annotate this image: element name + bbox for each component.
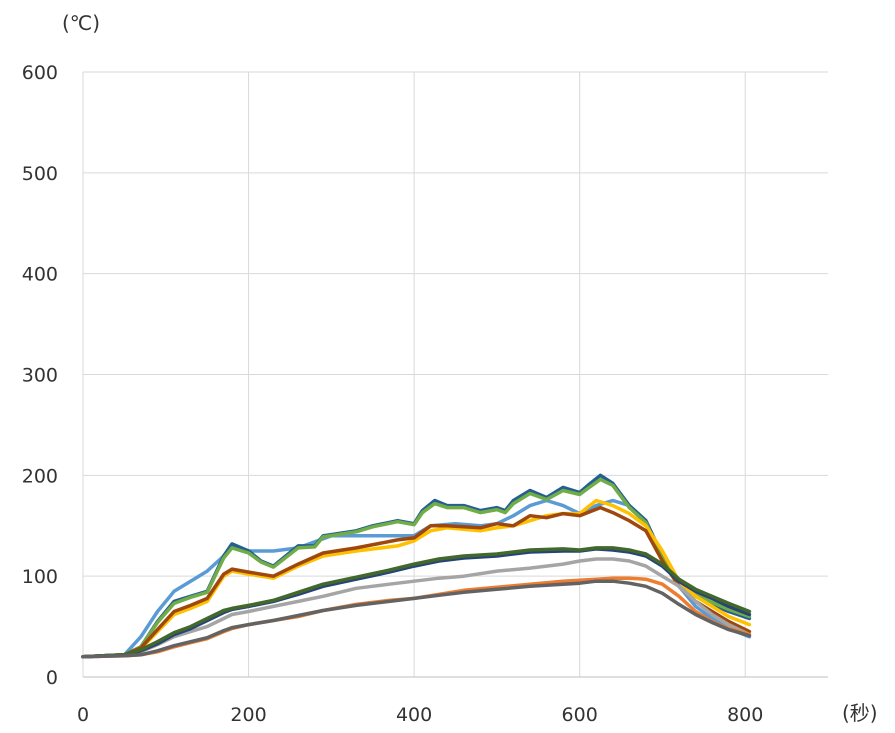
y-tick-labels: 0 100 200 300 400 500 600 <box>22 62 58 689</box>
x-tick-label: 0 <box>77 704 89 726</box>
x-tick-label: 600 <box>562 704 598 726</box>
series-line-3 <box>81 477 752 659</box>
y-tick-label: 300 <box>22 365 58 387</box>
y-tick-label: 400 <box>22 264 58 286</box>
series-line-9 <box>81 546 752 659</box>
x-tick-label: 200 <box>230 704 266 726</box>
series-line-4 <box>81 498 752 659</box>
series-lines <box>81 473 752 659</box>
x-tick-label: 400 <box>396 704 432 726</box>
series-line-6 <box>81 557 752 659</box>
y-tick-label: 600 <box>22 62 58 84</box>
y-tick-label: 200 <box>22 465 58 487</box>
y-tick-label: 100 <box>22 566 58 588</box>
x-axis-unit-label: (秒) <box>842 701 878 725</box>
x-tick-label: 800 <box>727 704 763 726</box>
y-axis-unit-label: (℃) <box>62 11 100 35</box>
y-tick-label: 500 <box>22 163 58 185</box>
grid-lines <box>82 71 828 678</box>
series-line-10 <box>81 579 752 659</box>
y-tick-label: 0 <box>46 667 58 689</box>
x-tick-labels: 0 200 400 600 800 <box>77 704 763 726</box>
series-line-5 <box>81 505 752 659</box>
